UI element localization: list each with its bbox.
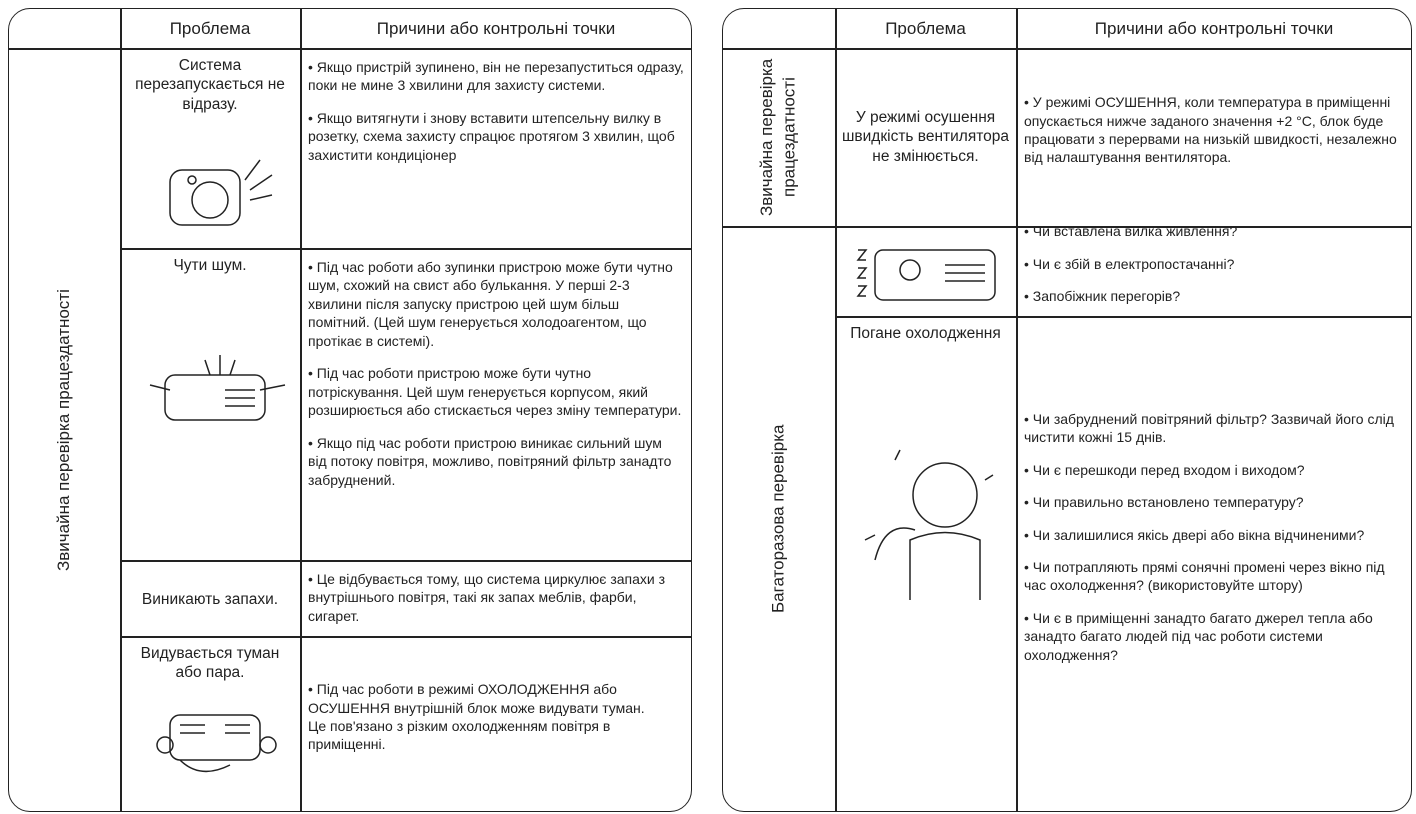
header: Причини або контрольні точки bbox=[376, 19, 616, 38]
problem: Виникають запахи. bbox=[141, 591, 279, 608]
cause: • Чи залишилися якісь двері або вікна ві… bbox=[1024, 526, 1365, 543]
problem: Система перезапускається не відразу. bbox=[135, 57, 285, 113]
cause: • Чи є збій в електропостачанні? bbox=[1024, 255, 1235, 272]
cause: • Чи є перешкоди перед входом і виходом? bbox=[1024, 461, 1305, 478]
rule bbox=[120, 8, 122, 812]
cause: • Чи забруднений повітряний фільтр? Зазв… bbox=[1024, 410, 1394, 446]
illustration bbox=[864, 449, 994, 600]
header: Проблема bbox=[885, 19, 966, 38]
rule bbox=[722, 48, 1412, 50]
group-label: Багаторазова перевірка bbox=[768, 424, 788, 614]
rule bbox=[300, 8, 302, 812]
illustration bbox=[149, 355, 286, 421]
problem: Видувається туман або пара. bbox=[140, 645, 280, 682]
cause: • У режимі ОСУШЕННЯ, коли температура в … bbox=[1024, 94, 1397, 166]
rule bbox=[120, 636, 692, 638]
causes: • Чи забруднений повітряний фільтр? Зазв… bbox=[1016, 296, 1412, 792]
causes: • Під час роботи в режимі ОХОЛОДЖЕННЯ аб… bbox=[300, 636, 692, 812]
causes: • Чи вставлена вилка живлення? • Чи є збі… bbox=[1016, 223, 1412, 316]
rule bbox=[835, 8, 837, 812]
rule bbox=[8, 48, 692, 50]
cause: • Чи потрапляють прямі сонячні промені ч… bbox=[1024, 559, 1385, 594]
problem: Чути шум. bbox=[173, 257, 247, 274]
illustration bbox=[856, 249, 996, 301]
rule bbox=[835, 316, 1412, 318]
cause: • Чи правильно встановлено температуру? bbox=[1024, 494, 1304, 511]
cause: • Якщо під час роботи пристрою виникає с… bbox=[308, 434, 672, 488]
causes: • Якщо пристрій зупинено, він не перезап… bbox=[300, 48, 692, 248]
cause: • Чи вставлена вилка живлення? bbox=[1024, 223, 1238, 240]
group-label: Звичайна перевірка працездатності bbox=[757, 58, 799, 216]
header: Проблема bbox=[169, 19, 251, 38]
cause: • Якщо пристрій зупинено, він не перезап… bbox=[308, 59, 684, 94]
left-frame bbox=[8, 8, 692, 812]
rule bbox=[120, 560, 692, 562]
cause: • Під час роботи в режимі ОХОЛОДЖЕННЯ аб… bbox=[308, 681, 645, 753]
cause: • Під час роботи пристрою може бути чутн… bbox=[308, 365, 682, 419]
illustration bbox=[169, 159, 273, 226]
problem: У режимі осушення швидкість вентилятора … bbox=[841, 108, 1010, 165]
causes: • Під час роботи або зупинки пристрою мо… bbox=[300, 248, 692, 560]
illustration bbox=[156, 714, 277, 773]
problem: Погане охолодження bbox=[850, 325, 1001, 342]
rule bbox=[1016, 8, 1018, 812]
causes: • Це відбувається тому, що система цирку… bbox=[300, 560, 692, 636]
rule bbox=[120, 248, 692, 250]
cause: • Під час роботи або зупинки пристрою мо… bbox=[308, 259, 673, 349]
cause: • Якщо витягнути і знову вставити штепсе… bbox=[308, 109, 675, 163]
cause: • Запобіжник перегорів? bbox=[1024, 288, 1181, 305]
rule bbox=[722, 226, 1412, 228]
header: Причини або контрольні точки bbox=[1094, 19, 1334, 38]
right-frame bbox=[722, 8, 1412, 812]
cause: • Чи є в приміщенні занадто багато джере… bbox=[1024, 609, 1373, 663]
group-label: Звичайна перевірка працездатності bbox=[53, 289, 73, 571]
cause: • Це відбувається тому, що система цирку… bbox=[308, 571, 666, 624]
causes: • У режимі ОСУШЕННЯ, коли температура в … bbox=[1016, 48, 1412, 226]
